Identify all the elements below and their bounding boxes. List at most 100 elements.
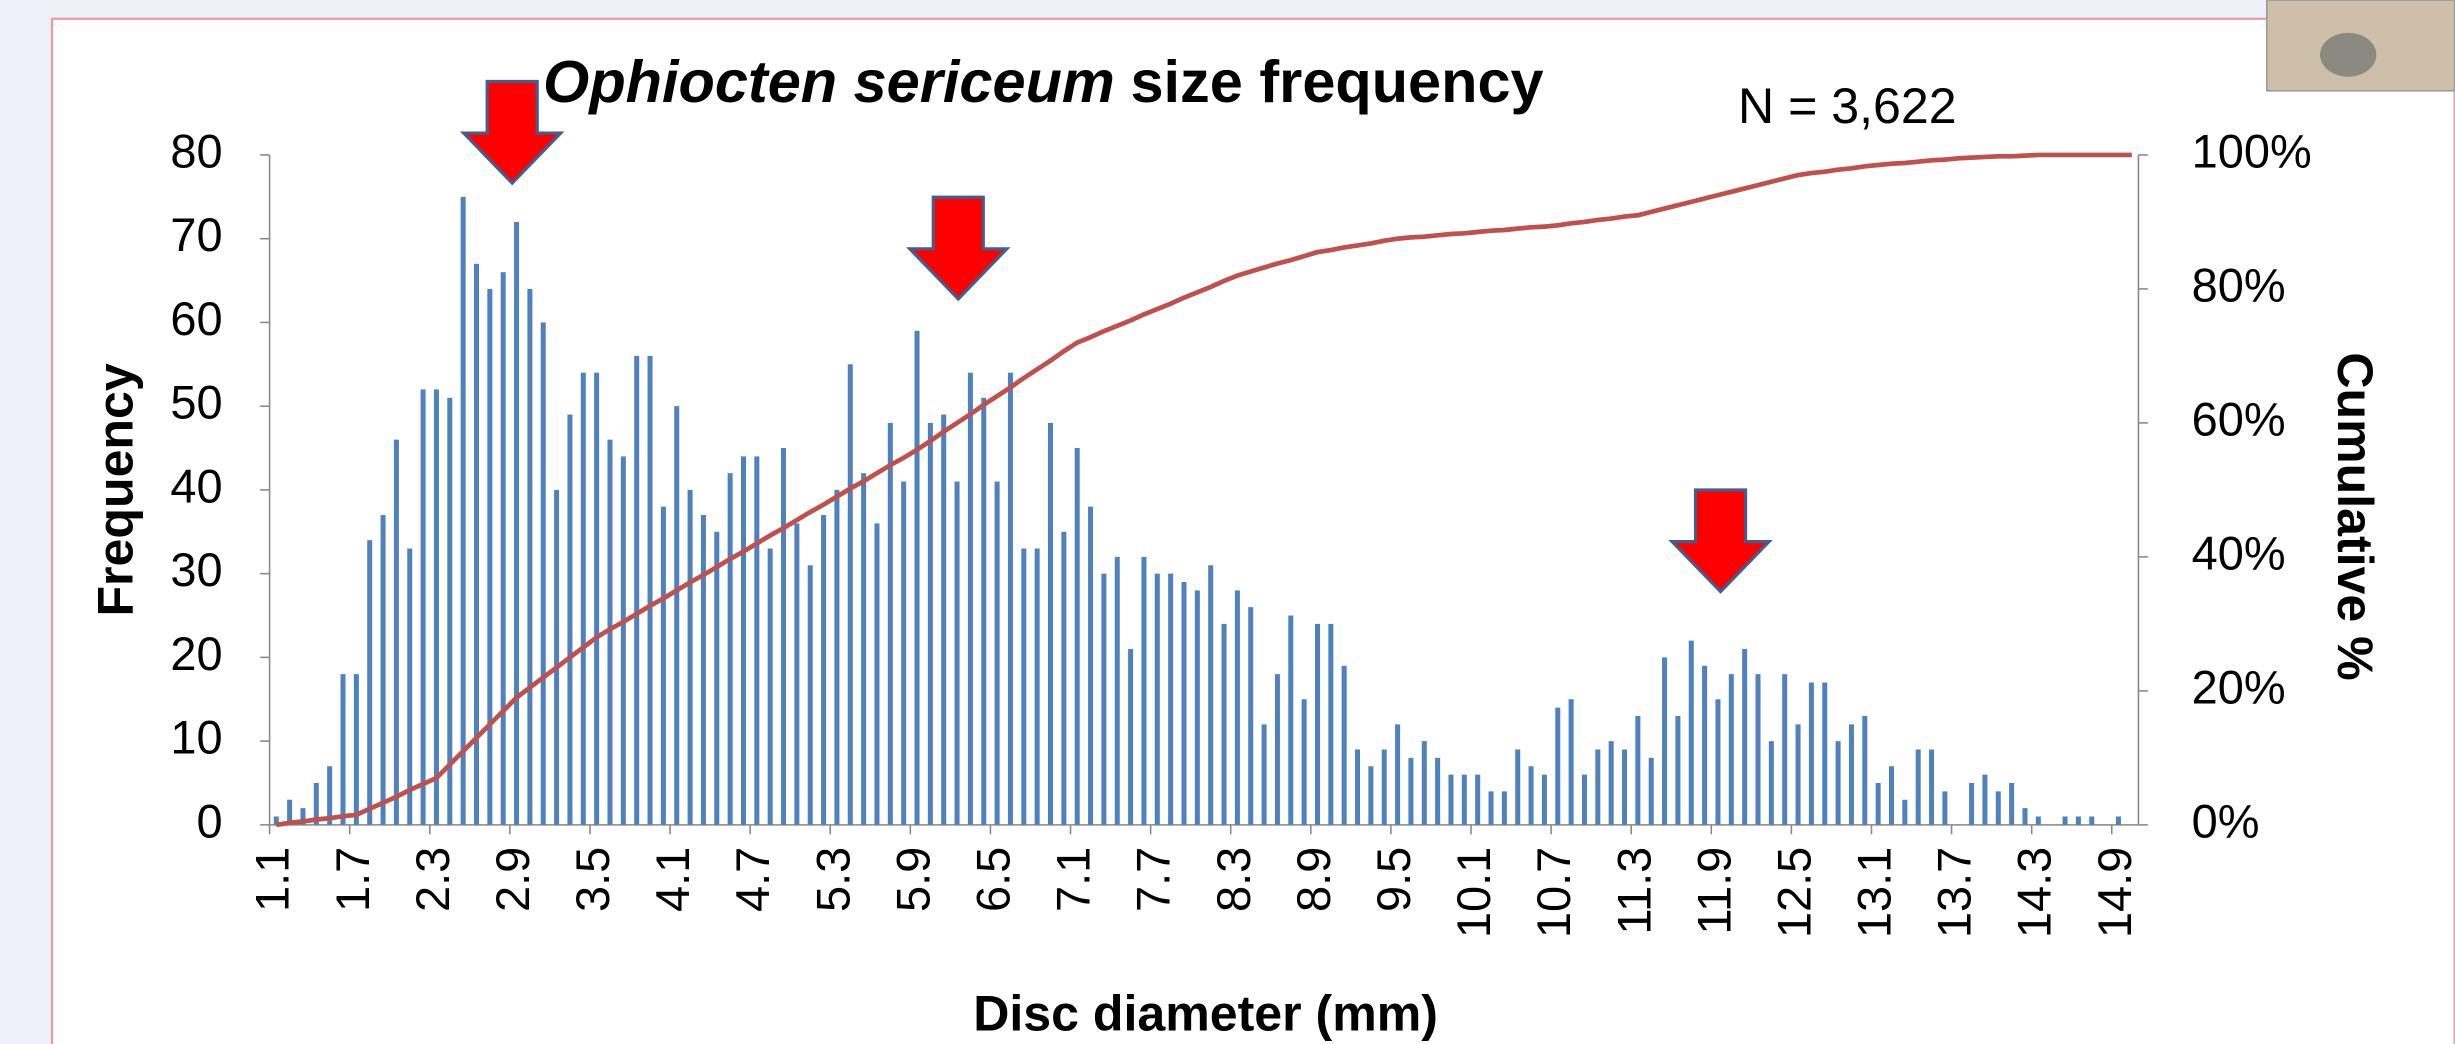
y2-tick-label: 40%: [2192, 526, 2286, 579]
y2-tick-label: 80%: [2192, 258, 2286, 311]
annotation: N = 3,622: [1738, 78, 1957, 134]
bar: [1222, 624, 1227, 825]
bar: [2089, 816, 2094, 824]
bar: [1756, 674, 1761, 825]
y-tick-label: 40: [170, 459, 222, 512]
bar: [567, 415, 572, 825]
x-tick-label: 9.5: [1367, 847, 1420, 912]
bar: [981, 398, 986, 825]
bar: [1729, 674, 1734, 825]
bar: [2076, 816, 2081, 824]
bar: [2022, 808, 2027, 825]
bar: [1035, 549, 1040, 825]
x-tick-label: 13.7: [1928, 847, 1981, 938]
bar: [1555, 708, 1560, 825]
bar: [728, 473, 733, 825]
bar: [1262, 724, 1267, 824]
x-tick-label: 4.1: [646, 847, 699, 912]
bar: [1929, 750, 1934, 825]
bar: [768, 549, 773, 825]
bar: [1475, 775, 1480, 825]
bar: [1315, 624, 1320, 825]
bar: [1168, 574, 1173, 825]
y2-tick-label: 60%: [2192, 392, 2286, 445]
bar: [1101, 574, 1106, 825]
x-tick-label: 2.3: [406, 847, 459, 912]
bar: [1889, 766, 1894, 825]
y-tick-label: 50: [170, 376, 222, 429]
bar: [1715, 699, 1720, 825]
bar: [888, 423, 893, 825]
bar: [808, 565, 813, 825]
bar: [1649, 758, 1654, 825]
x-tick-label: 14.9: [2088, 847, 2141, 938]
chart-title: Ophiocten sericeum: [543, 48, 1115, 115]
bar: [1302, 699, 1307, 825]
bar: [861, 473, 866, 825]
bar: [688, 490, 693, 825]
bar: [1862, 716, 1867, 825]
bar: [901, 482, 906, 825]
bar: [621, 456, 626, 824]
bar: [741, 456, 746, 824]
x-tick-label: 3.5: [566, 847, 619, 912]
x-tick-label: 11.3: [1607, 847, 1660, 935]
bar: [1462, 775, 1467, 825]
bar: [754, 456, 759, 824]
bar: [1982, 775, 1987, 825]
bar: [1355, 750, 1360, 825]
x-tick-label: 8.9: [1287, 847, 1340, 912]
bar: [661, 507, 666, 825]
bar: [421, 389, 426, 824]
bar: [541, 322, 546, 824]
y2-axis-label: Cumulative %: [2327, 352, 2383, 680]
bar: [1622, 750, 1627, 825]
y-tick-label: 10: [170, 711, 222, 764]
bar: [394, 440, 399, 825]
bar: [1288, 616, 1293, 825]
x-tick-label: 5.3: [806, 847, 859, 912]
bar: [915, 331, 920, 825]
bar: [1502, 791, 1507, 824]
bar: [1075, 448, 1080, 825]
bar: [354, 674, 359, 825]
bar: [461, 197, 466, 825]
x-tick-label: 4.7: [726, 847, 779, 912]
bar: [1088, 507, 1093, 825]
bar: [1822, 683, 1827, 825]
bar: [2036, 816, 2041, 824]
bar: [1181, 582, 1186, 825]
bar: [1141, 557, 1146, 825]
bar: [527, 289, 532, 825]
x-tick-label: 6.5: [967, 847, 1020, 912]
x-tick-label: 7.7: [1127, 847, 1180, 912]
bar: [848, 364, 853, 825]
bar: [1769, 741, 1774, 825]
x-tick-label: 12.5: [1767, 847, 1820, 938]
bar: [487, 289, 492, 825]
bar: [1382, 750, 1387, 825]
x-tick-label: 2.9: [486, 847, 539, 912]
bar: [1008, 373, 1013, 825]
y-tick-label: 0: [197, 794, 223, 847]
bar: [1635, 716, 1640, 825]
bar: [1796, 724, 1801, 824]
bar: [1235, 590, 1240, 824]
bar: [434, 389, 439, 824]
y-axis-label: Frequency: [88, 363, 144, 616]
bar: [1208, 565, 1213, 825]
bar: [1515, 750, 1520, 825]
bar: [2116, 816, 2121, 824]
bar: [367, 540, 372, 825]
bar: [928, 423, 933, 825]
bar: [1916, 750, 1921, 825]
y-tick-label: 30: [170, 543, 222, 596]
chart-title: size frequency: [1130, 48, 1543, 115]
bar: [1115, 557, 1120, 825]
bar: [1582, 775, 1587, 825]
bar: [1021, 549, 1026, 825]
bar: [1529, 766, 1534, 825]
x-tick-label: 8.3: [1207, 847, 1260, 912]
bar: [648, 356, 653, 825]
photo-detail: [2320, 33, 2376, 77]
